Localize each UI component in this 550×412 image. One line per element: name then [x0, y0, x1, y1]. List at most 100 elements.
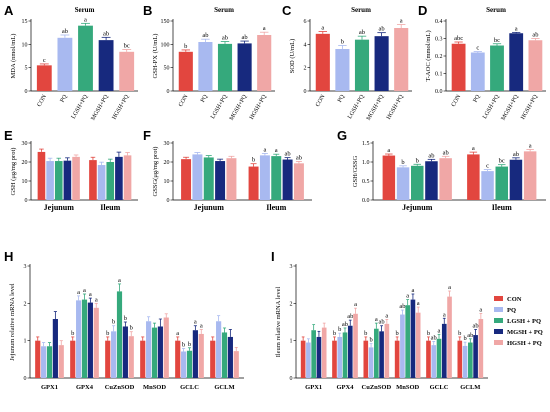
y-tick-label: 6 — [304, 19, 307, 25]
bar — [426, 340, 431, 378]
bar — [105, 340, 111, 378]
bar — [98, 40, 114, 91]
significance-letter: a — [417, 300, 420, 307]
y-tick-label: 20 — [22, 160, 28, 166]
bar — [37, 151, 46, 200]
significance-letter: a — [443, 311, 446, 318]
y-tick-label: 1 — [290, 339, 293, 345]
x-tick-label: LGSH+PQ — [482, 93, 501, 120]
significance-letter: a — [438, 327, 441, 334]
x-tick-label: LGSH+PQ — [71, 93, 90, 120]
y-tick-label: 0 — [24, 376, 27, 382]
bar — [115, 156, 123, 200]
y-tick-label: 10 — [22, 42, 28, 48]
significance-letter: a — [200, 322, 203, 329]
x-group-label: GCLM — [460, 384, 480, 391]
x-group-label: GPX4 — [76, 384, 94, 391]
significance-letter: bc — [494, 37, 500, 44]
significance-letter: b — [338, 326, 341, 333]
bar — [462, 345, 468, 378]
bar — [415, 312, 421, 378]
bar — [57, 37, 73, 91]
bar — [233, 351, 239, 378]
x-group-label: Ileum — [100, 203, 120, 212]
y-tick-label: 10 — [164, 179, 170, 185]
bar — [394, 28, 409, 91]
y-tick-label: 1.0 — [362, 160, 370, 166]
x-group-label: MnSOD — [396, 384, 419, 391]
significance-letter: a — [411, 287, 414, 294]
bar — [123, 155, 132, 200]
bar — [36, 65, 52, 91]
bar — [436, 338, 442, 378]
significance-letter: a — [118, 277, 121, 284]
bar — [35, 340, 41, 378]
bar — [467, 154, 480, 200]
significance-letter: b — [401, 159, 404, 166]
y-tick-label: 0 — [304, 89, 307, 95]
y-tick-label: 0 — [25, 89, 28, 95]
significance-letter: ab — [296, 154, 302, 161]
bar — [374, 328, 379, 378]
bar — [217, 43, 233, 91]
y-tick-label: 0.5 — [362, 179, 370, 185]
legend-entry: LGSH + PQ — [507, 318, 541, 325]
bar — [210, 340, 216, 378]
significance-letter: ab — [379, 26, 385, 33]
y-tick-label: 0 — [290, 376, 293, 382]
bar — [490, 45, 504, 91]
bar — [368, 347, 374, 378]
significance-letter: a — [375, 316, 378, 323]
x-group-label: GPX1 — [41, 384, 58, 391]
bar — [282, 159, 293, 200]
panel-label: C — [282, 3, 292, 18]
y-tick-label: 0 — [167, 198, 170, 204]
x-tick-label: MGSH+PQ — [501, 93, 521, 121]
bar — [405, 305, 410, 378]
significance-letter: c — [43, 57, 46, 64]
bar — [119, 51, 135, 91]
bar — [216, 321, 222, 378]
bar — [354, 39, 370, 91]
significance-letter: b — [188, 341, 191, 348]
significance-letter: ab — [342, 321, 348, 328]
y-tick-label: 0.0 — [362, 198, 370, 204]
x-tick-label: CON — [451, 93, 463, 108]
significance-letter: ab — [379, 319, 385, 326]
bar — [237, 43, 252, 91]
bar — [396, 167, 410, 200]
bar — [192, 154, 203, 200]
bar — [157, 326, 163, 378]
y-tick-label: 0.1 — [435, 72, 443, 78]
y-tick-label: 15 — [22, 19, 28, 25]
bar — [410, 299, 416, 378]
significance-letter: b — [106, 330, 109, 337]
significance-letter: b — [184, 43, 187, 50]
panel-title: Serum — [75, 6, 95, 14]
significance-letter: b — [333, 330, 336, 337]
x-group-label: GCLC — [180, 384, 199, 391]
significance-letter: b — [416, 157, 419, 164]
significance-letter: a — [176, 330, 179, 337]
significance-letter: a — [385, 312, 388, 319]
bar — [178, 51, 193, 91]
x-tick-label: HGSH+PQ — [249, 93, 268, 120]
bar — [72, 156, 80, 200]
x-group-label: Ileum — [266, 203, 286, 212]
significance-letter: ab — [399, 303, 405, 310]
bar — [203, 157, 214, 200]
bar — [394, 340, 400, 378]
legend-swatch — [494, 340, 503, 345]
panel-label: I — [271, 249, 275, 264]
x-tick-label: PQ — [472, 93, 481, 103]
significance-letter: a — [275, 147, 278, 154]
bar — [509, 159, 523, 200]
y-tick-label: 100 — [161, 42, 170, 48]
significance-letter: a — [387, 147, 390, 154]
significance-letter: a — [89, 291, 92, 298]
significance-letter: abc — [454, 35, 463, 42]
y-tick-label: 4 — [304, 42, 307, 48]
x-group-label: GCLM — [214, 384, 234, 391]
significance-letter: b — [341, 39, 344, 46]
y-axis-label: Ileum relative mRNA level — [275, 287, 282, 358]
